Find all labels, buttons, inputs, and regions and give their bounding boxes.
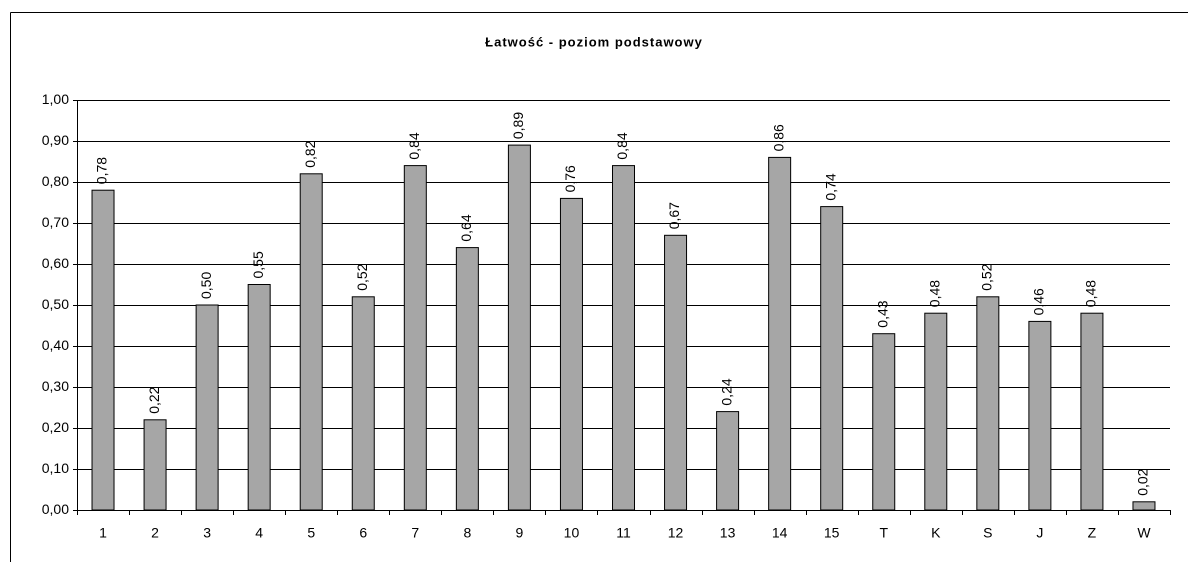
bar [91, 189, 115, 511]
bar [1080, 312, 1104, 511]
x-tick-label: S [983, 525, 992, 541]
data-label: 0,50 [198, 272, 214, 299]
x-tick-label: J [1036, 525, 1043, 541]
bar [403, 165, 427, 511]
x-tick-label: W [1137, 525, 1151, 541]
data-label: 0,52 [354, 263, 370, 290]
bar [664, 234, 688, 511]
x-tick-label: 10 [564, 525, 580, 541]
data-label: 0,64 [458, 214, 474, 241]
y-tick-label: 0,30 [42, 378, 69, 394]
data-label: 0,02 [1135, 468, 1151, 495]
bar [143, 419, 167, 511]
y-tick-label: 1,00 [42, 91, 69, 107]
x-tick-label: 11 [616, 525, 631, 541]
data-label: 0,22 [146, 386, 162, 413]
data-label: 0,46 [1031, 288, 1047, 315]
data-label: 0,82 [302, 140, 318, 167]
data-label: 0,24 [718, 378, 734, 405]
data-label: 0,67 [666, 202, 682, 229]
data-label: 0,55 [250, 251, 266, 278]
data-label: 0,48 [926, 280, 942, 307]
bar [1132, 501, 1156, 511]
data-label: 0,84 [406, 132, 422, 159]
bar [559, 197, 583, 511]
data-label: 0,52 [979, 263, 995, 290]
x-tick-label: 3 [203, 525, 211, 541]
x-tick-label: T [879, 525, 888, 541]
x-tick-label: 1 [99, 525, 107, 541]
x-tick-label: 13 [720, 525, 736, 541]
bar [768, 156, 792, 511]
x-tick-label: 5 [307, 525, 315, 541]
x-tick-label: 4 [255, 525, 263, 541]
bar [247, 284, 271, 511]
y-tick-label: 0,70 [42, 214, 69, 230]
bar [612, 165, 635, 511]
x-tick-label: 6 [359, 525, 367, 541]
y-tick-label: 0,40 [42, 337, 69, 353]
data-label: 0,74 [822, 173, 838, 200]
data-label: 0,76 [562, 165, 578, 192]
x-tick-label: 2 [151, 525, 159, 541]
y-tick-label: 0,80 [42, 173, 69, 189]
x-tick-label: 14 [772, 525, 788, 541]
data-label: 0,48 [1083, 280, 1099, 307]
bar [976, 296, 1000, 511]
bar [507, 144, 531, 511]
bar [924, 312, 948, 511]
bar [872, 333, 896, 511]
data-label: 0,89 [510, 112, 526, 139]
bar [351, 296, 375, 511]
x-tick-label: 15 [824, 525, 840, 541]
bar [195, 304, 219, 511]
bar [299, 173, 323, 511]
y-tick-label: 0,60 [42, 255, 69, 271]
data-label: 0,86 [770, 124, 786, 151]
y-tick-label: 0,20 [42, 419, 69, 435]
y-tick-label: 0,90 [42, 132, 69, 148]
x-tick-label: 12 [668, 525, 684, 541]
x-tick-label: Z [1088, 525, 1097, 541]
x-tick-label: K [931, 525, 941, 541]
x-tick-label: 7 [411, 525, 419, 541]
data-label: 0,84 [614, 132, 630, 159]
data-label: 0,78 [94, 157, 110, 184]
data-label: 0,43 [874, 300, 890, 327]
x-tick-label: 9 [516, 525, 524, 541]
bar [716, 411, 740, 511]
bar [455, 247, 479, 511]
y-tick-label: 0,50 [42, 296, 69, 312]
bar [820, 206, 844, 511]
y-tick-label: 0,00 [42, 501, 69, 517]
y-tick-label: 0,10 [42, 460, 69, 476]
x-tick-label: 8 [463, 525, 471, 541]
bar [1028, 320, 1052, 511]
chart-title: Łatwość - poziom podstawowy [485, 34, 703, 49]
